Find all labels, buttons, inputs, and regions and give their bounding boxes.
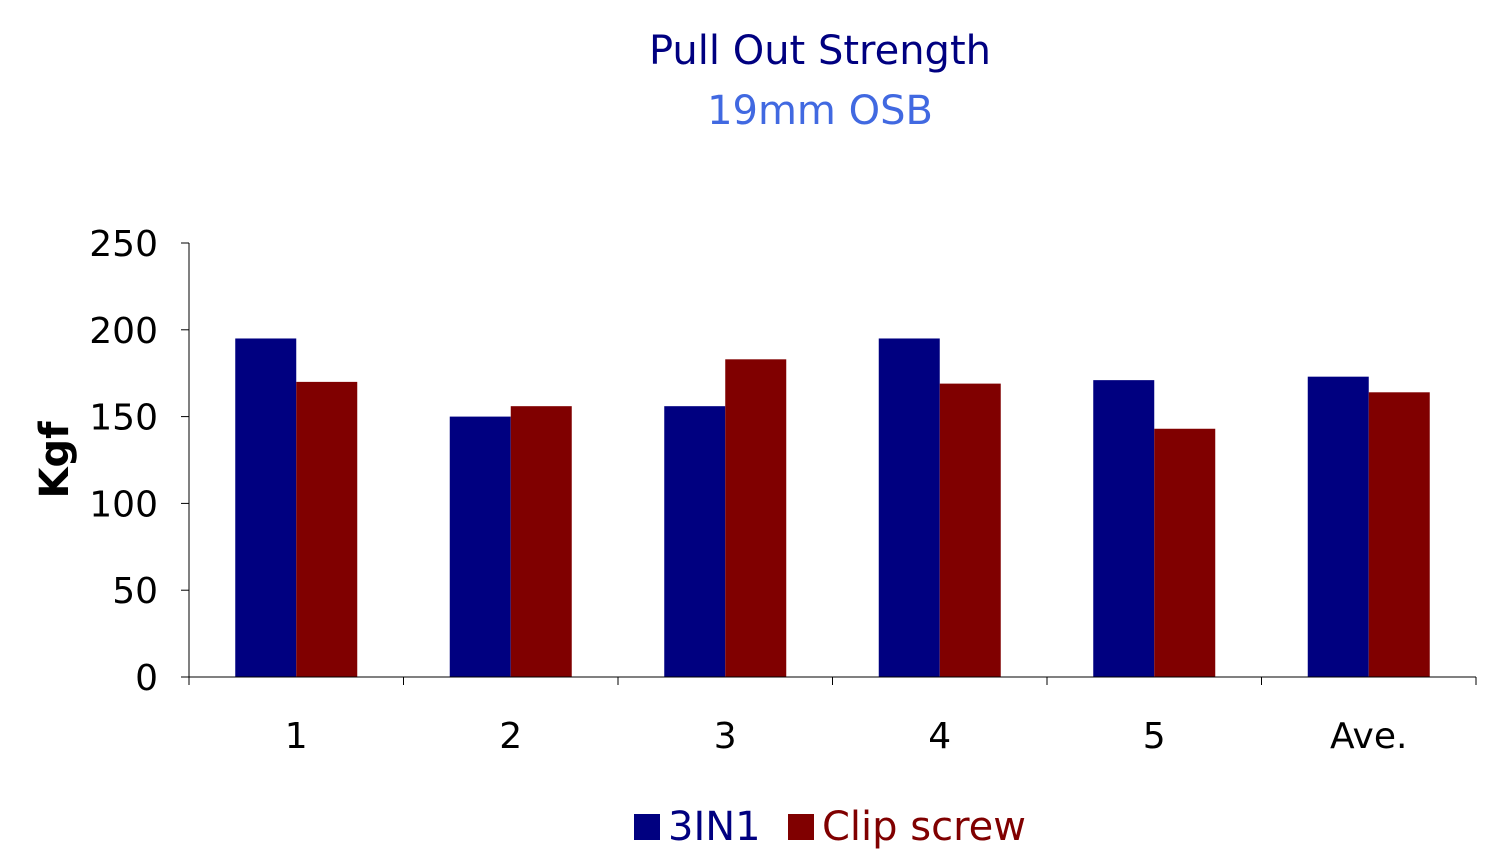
- x-tick-label: Ave.: [1330, 716, 1407, 757]
- bar-clip-screw-ave: [1368, 392, 1430, 677]
- chart-title: Pull Out Strength: [649, 28, 991, 74]
- bar-clip-screw-1: [296, 381, 358, 677]
- y-axis-label: Kgf: [32, 421, 78, 499]
- bar-clip-screw-4: [939, 383, 1001, 677]
- y-tick-label: 150: [89, 398, 158, 439]
- bar-3in1-2: [449, 416, 511, 677]
- axes-group: [188, 243, 1476, 678]
- bar-3in1-4: [878, 338, 940, 677]
- bar-clip-screw-3: [725, 359, 787, 677]
- x-tick-label: 5: [1143, 716, 1166, 757]
- x-tick-label: 4: [928, 716, 951, 757]
- legend-swatch: [634, 814, 660, 840]
- y-tick-label: 250: [89, 224, 158, 265]
- bar-3in1-5: [1093, 380, 1155, 677]
- y-ticks-group: 0 50 100 150 200 250: [89, 224, 189, 699]
- x-tick-label: 3: [714, 716, 737, 757]
- legend-label: 3IN1: [668, 804, 761, 850]
- y-tick-label: 200: [89, 311, 158, 352]
- y-tick-label: 100: [89, 484, 158, 525]
- legend-label: Clip screw: [822, 804, 1026, 850]
- chart-subtitle: 19mm OSB: [707, 88, 933, 134]
- bar-3in1-ave: [1307, 376, 1369, 677]
- x-ticks-group: 1 2 3 4 5 Ave.: [188, 677, 1477, 757]
- bar-3in1-1: [235, 338, 297, 677]
- legend-swatch: [788, 814, 814, 840]
- y-tick-label: 50: [112, 571, 158, 612]
- legend: 3IN1 Clip screw: [634, 804, 1026, 850]
- y-tick-label: 0: [135, 658, 158, 699]
- bars-group: [235, 338, 1430, 677]
- x-tick-label: 1: [285, 716, 308, 757]
- bar-clip-screw-5: [1154, 428, 1216, 677]
- bar-clip-screw-2: [510, 406, 572, 677]
- bar-3in1-3: [664, 406, 726, 677]
- x-tick-label: 2: [499, 716, 522, 757]
